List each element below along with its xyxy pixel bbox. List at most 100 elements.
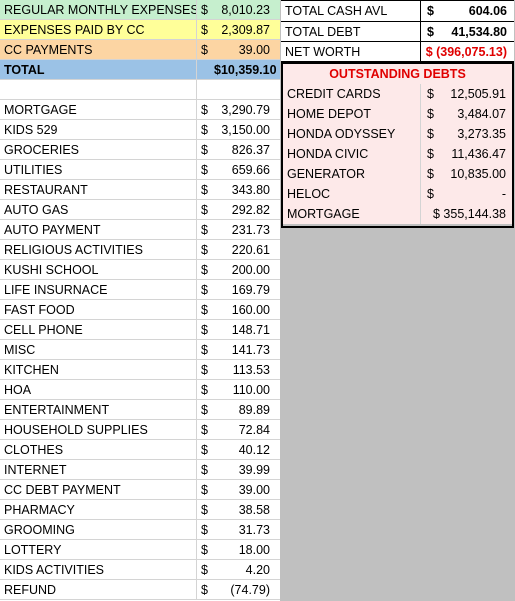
cell-currency[interactable]: $ <box>201 483 208 497</box>
debt-row[interactable]: MORTGAGE $ 355,144.38 <box>283 204 512 224</box>
debt-row[interactable]: HOME DEPOT $3,484.07 <box>283 104 512 124</box>
cell-label[interactable]: TOTAL <box>0 60 197 79</box>
cell-currency[interactable]: $ <box>201 463 208 477</box>
expense-row[interactable]: CELL PHONE $148.71 <box>0 320 280 340</box>
cell-label[interactable]: PHARMACY <box>0 500 197 519</box>
cell-label[interactable]: LOTTERY <box>0 540 197 559</box>
cell-label[interactable]: CC PAYMENTS <box>0 40 197 59</box>
expense-row[interactable]: CC DEBT PAYMENT $39.00 <box>0 480 280 500</box>
cell-label[interactable]: RESTAURANT <box>0 180 197 199</box>
expense-row[interactable]: KUSHI SCHOOL $200.00 <box>0 260 280 280</box>
cell-currency[interactable]: $ <box>201 563 208 577</box>
cell-label[interactable]: GENERATOR <box>283 164 421 184</box>
cell-label[interactable]: MISC <box>0 340 197 359</box>
expense-row[interactable]: KITCHEN $113.53 <box>0 360 280 380</box>
expense-row[interactable]: HOUSEHOLD SUPPLIES $72.84 <box>0 420 280 440</box>
empty-row[interactable] <box>0 80 280 100</box>
cell-label[interactable]: AUTO GAS <box>0 200 197 219</box>
cell-label[interactable]: HELOC <box>283 184 421 204</box>
cell-currency[interactable]: $ <box>201 183 208 197</box>
cell-value[interactable]: 4.20 <box>245 563 270 577</box>
cell-value[interactable]: 39.00 <box>238 43 270 57</box>
cell-label[interactable]: HONDA ODYSSEY <box>283 124 421 144</box>
expense-row[interactable]: MORTGAGE $3,290.79 <box>0 100 280 120</box>
cell-currency[interactable]: $ <box>427 87 434 101</box>
cell-value[interactable]: 3,150.00 <box>221 123 270 137</box>
cell-label[interactable]: RELIGIOUS ACTIVITIES <box>0 240 197 259</box>
cell-currency[interactable]: $ <box>201 143 208 157</box>
cell-label[interactable]: MORTGAGE <box>0 100 197 119</box>
cell-label[interactable]: INTERNET <box>0 460 197 479</box>
cell-currency[interactable]: $ <box>201 263 208 277</box>
cell-value[interactable]: 3,273.35 <box>457 127 506 141</box>
cell-value[interactable]: 200.00 <box>231 263 270 277</box>
cell-currency[interactable]: $ <box>427 147 434 161</box>
cell-currency[interactable]: $ <box>427 167 434 181</box>
cell-currency[interactable]: $ <box>201 163 208 177</box>
cell-value[interactable]: 113.53 <box>232 363 270 377</box>
cell-label[interactable]: REFUND <box>0 580 197 599</box>
cell-value[interactable]: 169.79 <box>231 283 270 297</box>
debt-row[interactable]: HONDA CIVIC $11,436.47 <box>283 144 512 164</box>
cell-currency[interactable]: $ <box>201 223 208 237</box>
cell-label[interactable]: HOUSEHOLD SUPPLIES <box>0 420 197 439</box>
expense-row[interactable]: PHARMACY $38.58 <box>0 500 280 520</box>
cell-label[interactable]: MORTGAGE <box>283 204 421 224</box>
expense-row[interactable]: CLOTHES $40.12 <box>0 440 280 460</box>
cell-currency[interactable]: $ <box>201 323 208 337</box>
cell-label[interactable]: CELL PHONE <box>0 320 197 339</box>
cell-currency[interactable]: $ <box>201 403 208 417</box>
cell-label[interactable] <box>0 80 197 99</box>
cell-value[interactable]: $ (396,075.13) <box>425 45 507 59</box>
summary-row-total-debt[interactable]: TOTAL DEBT $ 41,534.80 <box>281 21 514 41</box>
cell-value[interactable]: 148.71 <box>231 323 270 337</box>
cell-currency[interactable]: $ <box>201 23 208 37</box>
cell-label[interactable]: REGULAR MONTHLY EXPENSES <box>0 0 197 19</box>
cell-label[interactable]: LIFE INSURNACE <box>0 280 197 299</box>
cell-value[interactable]: 72.84 <box>238 423 270 437</box>
expense-row[interactable]: LOTTERY $18.00 <box>0 540 280 560</box>
cell-value[interactable]: 8,010.23 <box>221 3 270 17</box>
expense-row[interactable]: AUTO GAS $292.82 <box>0 200 280 220</box>
cell-currency[interactable]: $ <box>427 4 434 18</box>
expense-row[interactable]: ENTERTAINMENT $89.89 <box>0 400 280 420</box>
cell-value[interactable]: 160.00 <box>231 303 270 317</box>
cell-label[interactable]: NET WORTH <box>281 42 421 61</box>
cell-value[interactable]: 38.58 <box>238 503 270 517</box>
cell-label[interactable]: UTILITIES <box>0 160 197 179</box>
debt-row[interactable]: HELOC $ - <box>283 184 512 204</box>
summary-row-regular-expenses[interactable]: REGULAR MONTHLY EXPENSES $ 8,010.23 <box>0 0 280 20</box>
cell-currency[interactable]: $ <box>201 423 208 437</box>
summary-row-net-worth[interactable]: NET WORTH $ (396,075.13) <box>281 41 514 61</box>
expense-row[interactable]: INTERNET $39.99 <box>0 460 280 480</box>
cell-currency[interactable]: $ <box>201 3 208 17</box>
cell-currency[interactable]: $ <box>201 243 208 257</box>
cell-value[interactable]: 12,505.91 <box>450 87 506 101</box>
cell-label[interactable]: HOME DEPOT <box>283 104 421 124</box>
expense-row[interactable]: AUTO PAYMENT $231.73 <box>0 220 280 240</box>
expense-row[interactable]: HOA $110.00 <box>0 380 280 400</box>
cell-label[interactable]: KUSHI SCHOOL <box>0 260 197 279</box>
expense-row[interactable]: MISC $141.73 <box>0 340 280 360</box>
cell-value[interactable]: 18.00 <box>238 543 270 557</box>
cell-currency[interactable]: $ <box>201 203 208 217</box>
cell-value[interactable]: 3,484.07 <box>457 107 506 121</box>
expense-row[interactable]: KIDS 529 $3,150.00 <box>0 120 280 140</box>
cell-currency[interactable]: $ <box>201 123 208 137</box>
cell-label[interactable]: KITCHEN <box>0 360 197 379</box>
cell-label[interactable]: HONDA CIVIC <box>283 144 421 164</box>
cell-value[interactable]: 89.89 <box>238 403 270 417</box>
cell-value[interactable]: 3,290.79 <box>221 103 270 117</box>
cell-currency[interactable]: $ <box>427 25 434 39</box>
cell-label[interactable]: GROOMING <box>0 520 197 539</box>
cell-label[interactable]: ENTERTAINMENT <box>0 400 197 419</box>
expense-row[interactable]: RESTAURANT $343.80 <box>0 180 280 200</box>
cell-value[interactable]: 11,436.47 <box>451 147 506 161</box>
cell-label[interactable]: HOA <box>0 380 197 399</box>
cell-currency[interactable]: $ <box>201 583 208 597</box>
cell-label[interactable]: TOTAL DEBT <box>281 22 421 41</box>
cell-currency[interactable]: $ <box>201 363 208 377</box>
cell-value[interactable]: 604.06 <box>468 4 507 18</box>
cell-label[interactable]: CREDIT CARDS <box>283 84 421 104</box>
cell-value[interactable]: 10,835.00 <box>450 167 506 181</box>
